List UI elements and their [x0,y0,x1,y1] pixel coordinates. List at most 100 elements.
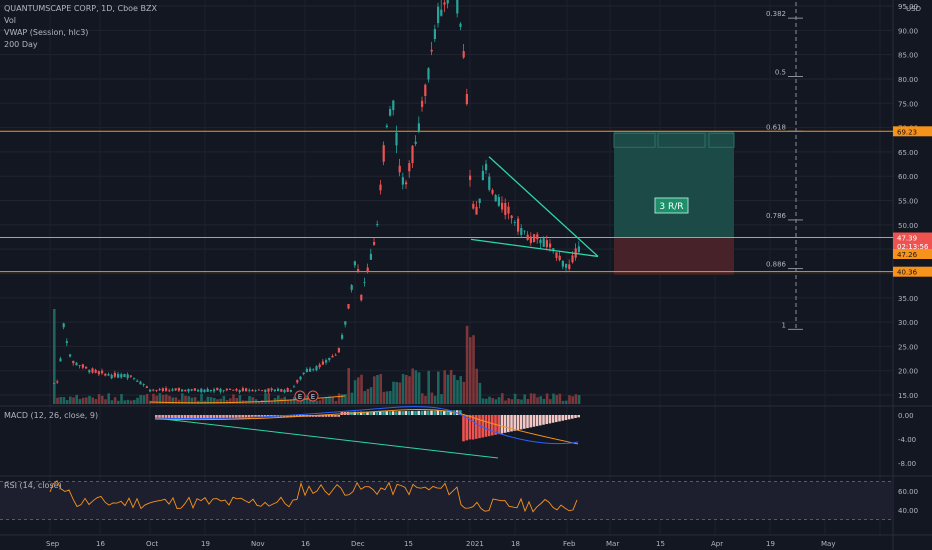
candle-body [424,84,427,96]
candle-body [241,388,244,392]
macd-histogram-bar [401,411,404,415]
candle-body [539,239,542,244]
wedge-upper-line [488,156,599,257]
earnings-marker-icon [307,390,319,402]
risk-reward-tool[interactable]: 3 R/R [613,131,735,275]
vwap-legend[interactable]: VWAP (Session, hlc3) [4,28,89,37]
candle-body [401,177,404,185]
volume-bar [120,394,123,404]
candle-body [85,366,88,369]
volume-bar [181,393,184,404]
candle-body [155,390,158,391]
volume-bar [184,395,187,404]
time-tick-label: Apr [711,540,723,548]
candle-body [481,170,484,180]
macd-histogram-bar [199,415,203,419]
candle-body [405,182,408,185]
currency-label: USD [906,5,921,13]
price-badge-label: 47.39 [897,235,917,243]
fib-level-label: 0.618 [766,123,786,131]
vol-legend[interactable]: Vol [4,16,16,25]
macd-histogram-bar [446,410,449,415]
volume-bar [433,395,437,404]
volume-bar [117,400,120,404]
candle-body [59,358,62,362]
candle-body [315,366,318,371]
price-badge [893,241,932,252]
candle-body [305,368,308,373]
macd-histogram-bar [507,415,510,433]
macd-histogram-bar [267,415,270,417]
macd-histogram-bar [366,411,369,415]
candle-body [193,388,196,391]
macd-legend[interactable]: MACD (12, 26, close, 9) [4,411,99,420]
candle-body [552,248,555,252]
horizontal-levels[interactable] [0,130,893,273]
candle-body [145,386,148,388]
macd-histogram-bar [577,415,580,418]
ma-legend[interactable]: 200 Day [4,40,38,49]
volume-bar [193,397,197,404]
volume-bar [56,397,59,404]
candle-body [97,371,100,375]
macd-histogram-bar [241,415,244,419]
candle-body [529,236,532,243]
volume-bar [430,392,434,404]
volume-bar [465,325,469,404]
candle-body [321,361,324,365]
candle-body [293,386,296,388]
macd-histogram-bar [180,415,184,419]
candle-body [331,355,334,358]
candle-body [440,9,443,16]
candle-body [501,202,504,210]
candle-body [325,360,328,363]
price-tick-label: 55.00 [898,198,918,206]
candle-body [181,389,184,392]
candle-body [133,378,136,379]
volume-bar [104,399,107,404]
candle-body [456,0,459,14]
candle-body [296,380,299,383]
candle-body [427,68,430,80]
candle-body [309,368,312,372]
volume-bar [526,398,530,404]
volume-bar [85,397,88,404]
candle-body [152,389,155,391]
macd-histogram-bar [171,415,174,419]
volume-bar [398,382,402,404]
macd-histogram-bar [382,411,385,415]
macd-histogram-bar [459,410,462,415]
volume-bar [235,397,238,404]
time-tick-label: 16 [301,540,310,548]
macd-histogram-bar [247,415,251,419]
macd-histogram-bar [411,410,414,415]
candle-body [520,228,523,235]
candle-body [382,145,385,162]
volume-bar [523,394,526,404]
volume-bar [248,396,251,404]
candle-body [561,260,564,267]
symbol-title[interactable]: QUANTUMSCAPE CORP, 1D, Cboe BZX [4,4,157,13]
candle-body [142,384,145,385]
rsi-legend[interactable]: RSI (14, close) [4,481,62,490]
macd-histogram-bar [219,415,222,419]
volume-bar [459,376,462,404]
price-badge-label: 69.23 [897,128,917,136]
candle-body [168,390,171,392]
volume-bar [309,397,312,404]
volume-bar [238,394,242,404]
candle-body [417,123,420,133]
volume-bar [497,397,501,404]
fib-retracement[interactable]: 0.382 0.5 0.618 0.786 0.886 1 [766,2,803,330]
macd-histogram-bar [545,415,548,425]
fib-level-label: 1 [782,321,786,329]
candle-body [200,388,203,393]
price-badge [893,266,932,277]
volume-bar [395,381,398,404]
macd-histogram-bar [321,415,324,417]
candle-body [286,388,289,392]
candle-body [430,49,433,52]
candle-body [273,389,276,392]
